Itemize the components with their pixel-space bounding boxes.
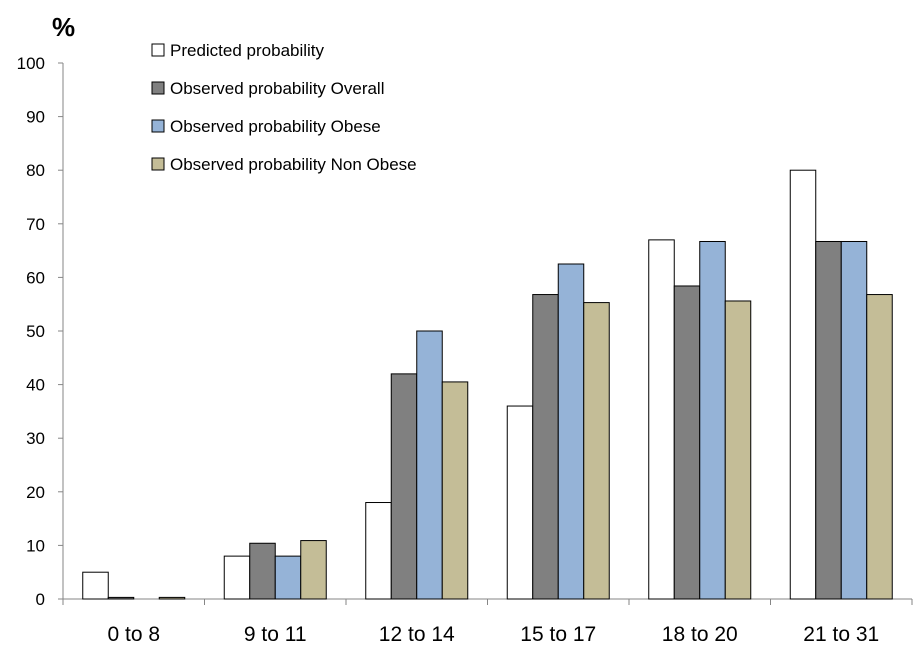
bar-4 <box>583 302 610 600</box>
bar-1 <box>82 571 109 600</box>
bar-2 <box>673 285 701 600</box>
x-tick-label: 0 to 8 <box>107 623 160 646</box>
bar-1 <box>365 502 392 600</box>
bar-2 <box>107 596 135 600</box>
y-tick-label: 60 <box>26 268 45 287</box>
y-tick-label: 70 <box>26 215 45 234</box>
legend-swatch <box>151 81 165 95</box>
legend-label: Predicted probability <box>170 41 325 60</box>
legend-label: Observed probability Overall <box>170 79 384 98</box>
bar-2 <box>815 240 842 600</box>
bar-3 <box>274 555 302 600</box>
y-tick-label: 50 <box>26 322 45 341</box>
bar-4 <box>724 300 752 600</box>
bar-2 <box>249 542 276 600</box>
bar-1 <box>223 555 251 600</box>
legend-swatch <box>151 157 165 171</box>
bar-4 <box>158 596 186 600</box>
x-tick-label: 12 to 14 <box>379 623 455 646</box>
y-tick-label: 40 <box>26 376 45 395</box>
bar-4 <box>441 381 469 600</box>
bar-3 <box>557 263 585 600</box>
legend: Predicted probability Observed probabilit… <box>151 41 417 174</box>
legend-swatch <box>151 43 165 57</box>
axes: 0 10 20 30 40 50 60 70 80 90 100 0 to 8 9 to 11 12 to… <box>17 54 913 646</box>
bar-1 <box>789 169 817 600</box>
y-tick-label: 10 <box>26 536 45 555</box>
y-tick-label: 30 <box>26 429 45 448</box>
bar-3 <box>416 330 443 600</box>
bar-4 <box>300 540 327 600</box>
legend-label: Observed probability Non Obese <box>170 155 417 174</box>
y-tick-label: 100 <box>17 54 45 73</box>
x-tick-label: 21 to 31 <box>803 623 879 646</box>
y-tick-label: 90 <box>26 108 45 127</box>
bar-2 <box>532 294 559 600</box>
bars <box>82 169 893 600</box>
y-tick-label: 80 <box>26 161 45 180</box>
bar-3 <box>699 240 726 600</box>
x-tick-label: 18 to 20 <box>662 623 738 646</box>
legend-label: Observed probability Obese <box>170 117 381 136</box>
bar-3 <box>840 240 868 600</box>
bar-2 <box>390 373 418 600</box>
bar-1 <box>648 239 675 600</box>
y-axis-unit-label: % <box>52 12 75 42</box>
x-tick-label: 9 to 11 <box>244 623 307 646</box>
y-tick-label: 20 <box>26 483 45 502</box>
y-tick-label: 0 <box>36 590 45 609</box>
bar-1 <box>506 405 534 600</box>
x-tick-label: 15 to 17 <box>520 623 596 646</box>
legend-swatch <box>151 119 165 133</box>
bar-4 <box>866 294 893 600</box>
